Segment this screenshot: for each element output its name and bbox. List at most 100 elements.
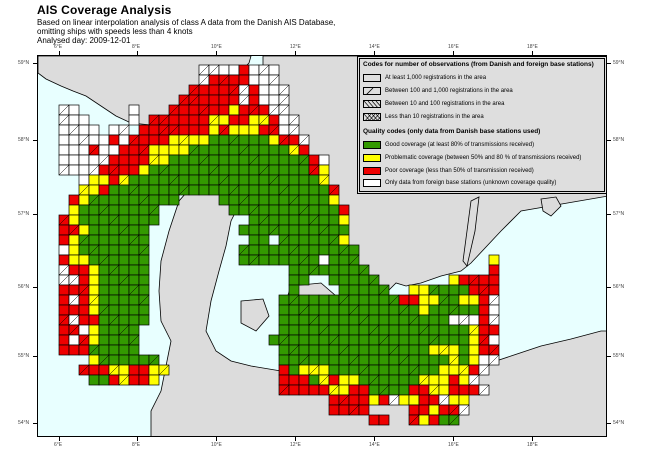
longitude-label: 18°E [527,442,538,448]
hatch-line [228,84,240,96]
hatch-line [318,374,330,386]
map-title: AIS Coverage Analysis [37,3,172,17]
hatch-line [198,64,210,76]
coverage-cell [238,74,250,86]
coverage-cell [408,404,420,416]
coverage-cell [68,304,80,316]
coverage-cell [468,334,480,346]
coverage-cell [268,244,280,256]
hatch-line [58,274,70,286]
coverage-cell [218,64,230,76]
coverage-cell [98,364,110,376]
hatch-line [458,364,470,376]
coverage-cell [348,394,360,406]
coverage-cell [138,364,150,376]
coverage-cell [298,224,310,236]
hatch-line [188,144,200,156]
coverage-cell [128,164,140,176]
hatch-line [278,104,290,116]
coverage-cell [438,334,450,346]
coverage-cell [258,204,270,216]
coverage-cell [368,314,380,326]
legend-quality-title: Quality codes (only data from Danish bas… [363,128,541,135]
coverage-cell [248,74,260,86]
coverage-cell [128,344,140,356]
coverage-cell [108,354,120,366]
latitude-label: 54°N [18,420,30,426]
coverage-cell [418,384,430,396]
hatch-line [88,244,100,256]
legend-item-obs-lt10: Less than 10 registrations in the area [363,112,484,121]
coverage-cell [328,404,340,416]
hatch-line [268,224,280,236]
coverage-cell [68,194,80,206]
coverage-cell [118,204,130,216]
coverage-cell [418,304,430,316]
coverage-cell [228,94,240,106]
coverage-cell [448,344,460,356]
coverage-cell [88,364,100,376]
latitude-label: 57°N [18,211,30,217]
coverage-cell [128,114,140,126]
coverage-cell [288,174,300,186]
coverage-cell [128,264,140,276]
coverage-cell [348,374,360,386]
hatch-line [68,294,80,306]
longitude-label: 6°E [54,44,63,50]
longitude-label: 10°E [211,442,222,448]
coverage-cell [238,114,250,126]
hatch-line [348,304,360,316]
hatch-line [68,224,80,236]
coverage-cell [118,354,130,366]
coverage-cell [398,384,410,396]
coverage-cell [388,374,400,386]
coverage-cell [278,324,290,336]
legend-label: Only data from foreign base stations (un… [385,179,557,186]
coverage-cell [168,194,180,206]
coverage-cell [58,154,70,166]
coverage-cell [128,244,140,256]
coverage-cell [268,184,280,196]
coverage-cell [68,204,80,216]
hatch-line [298,134,310,146]
latitude-tick [33,140,37,141]
hatch-line [248,254,260,266]
coverage-cell [358,324,370,336]
coverage-cell [148,194,160,206]
coverage-cell [158,154,170,166]
hatch-line [88,164,100,176]
coverage-cell [128,294,140,306]
coverage-cell [288,304,300,316]
coverage-cell [118,264,130,276]
hatch-line [278,84,290,96]
coverage-cell [258,234,270,246]
coverage-cell [128,354,140,366]
coverage-cell [298,264,310,276]
hatch-line [178,94,190,106]
coverage-cell [258,244,270,256]
coverage-cell [198,114,210,126]
coverage-cell [268,134,280,146]
coverage-cell [78,174,90,186]
legend-item-obs-1000: At least 1,000 registrations in the area [363,73,486,82]
coverage-cell [378,354,390,366]
hatch-line [478,384,490,396]
coverage-cell [258,224,270,236]
hatch-line [258,164,270,176]
coverage-cell [258,144,270,156]
coverage-cell [428,304,440,316]
coverage-cell [58,254,70,266]
coverage-cell [78,244,90,256]
coverage-cell [298,334,310,346]
hatch-line [168,174,180,186]
coverage-cell [68,264,80,276]
coverage-cell [418,294,430,306]
coverage-cell [108,274,120,286]
coverage-cell [318,264,330,276]
coverage-cell [168,114,180,126]
hatch-line [418,374,430,386]
legend-item-good: Good coverage (at least 80% of transmiss… [363,140,534,149]
coverage-cell [298,144,310,156]
coverage-cell [308,294,320,306]
coverage-cell [138,214,150,226]
